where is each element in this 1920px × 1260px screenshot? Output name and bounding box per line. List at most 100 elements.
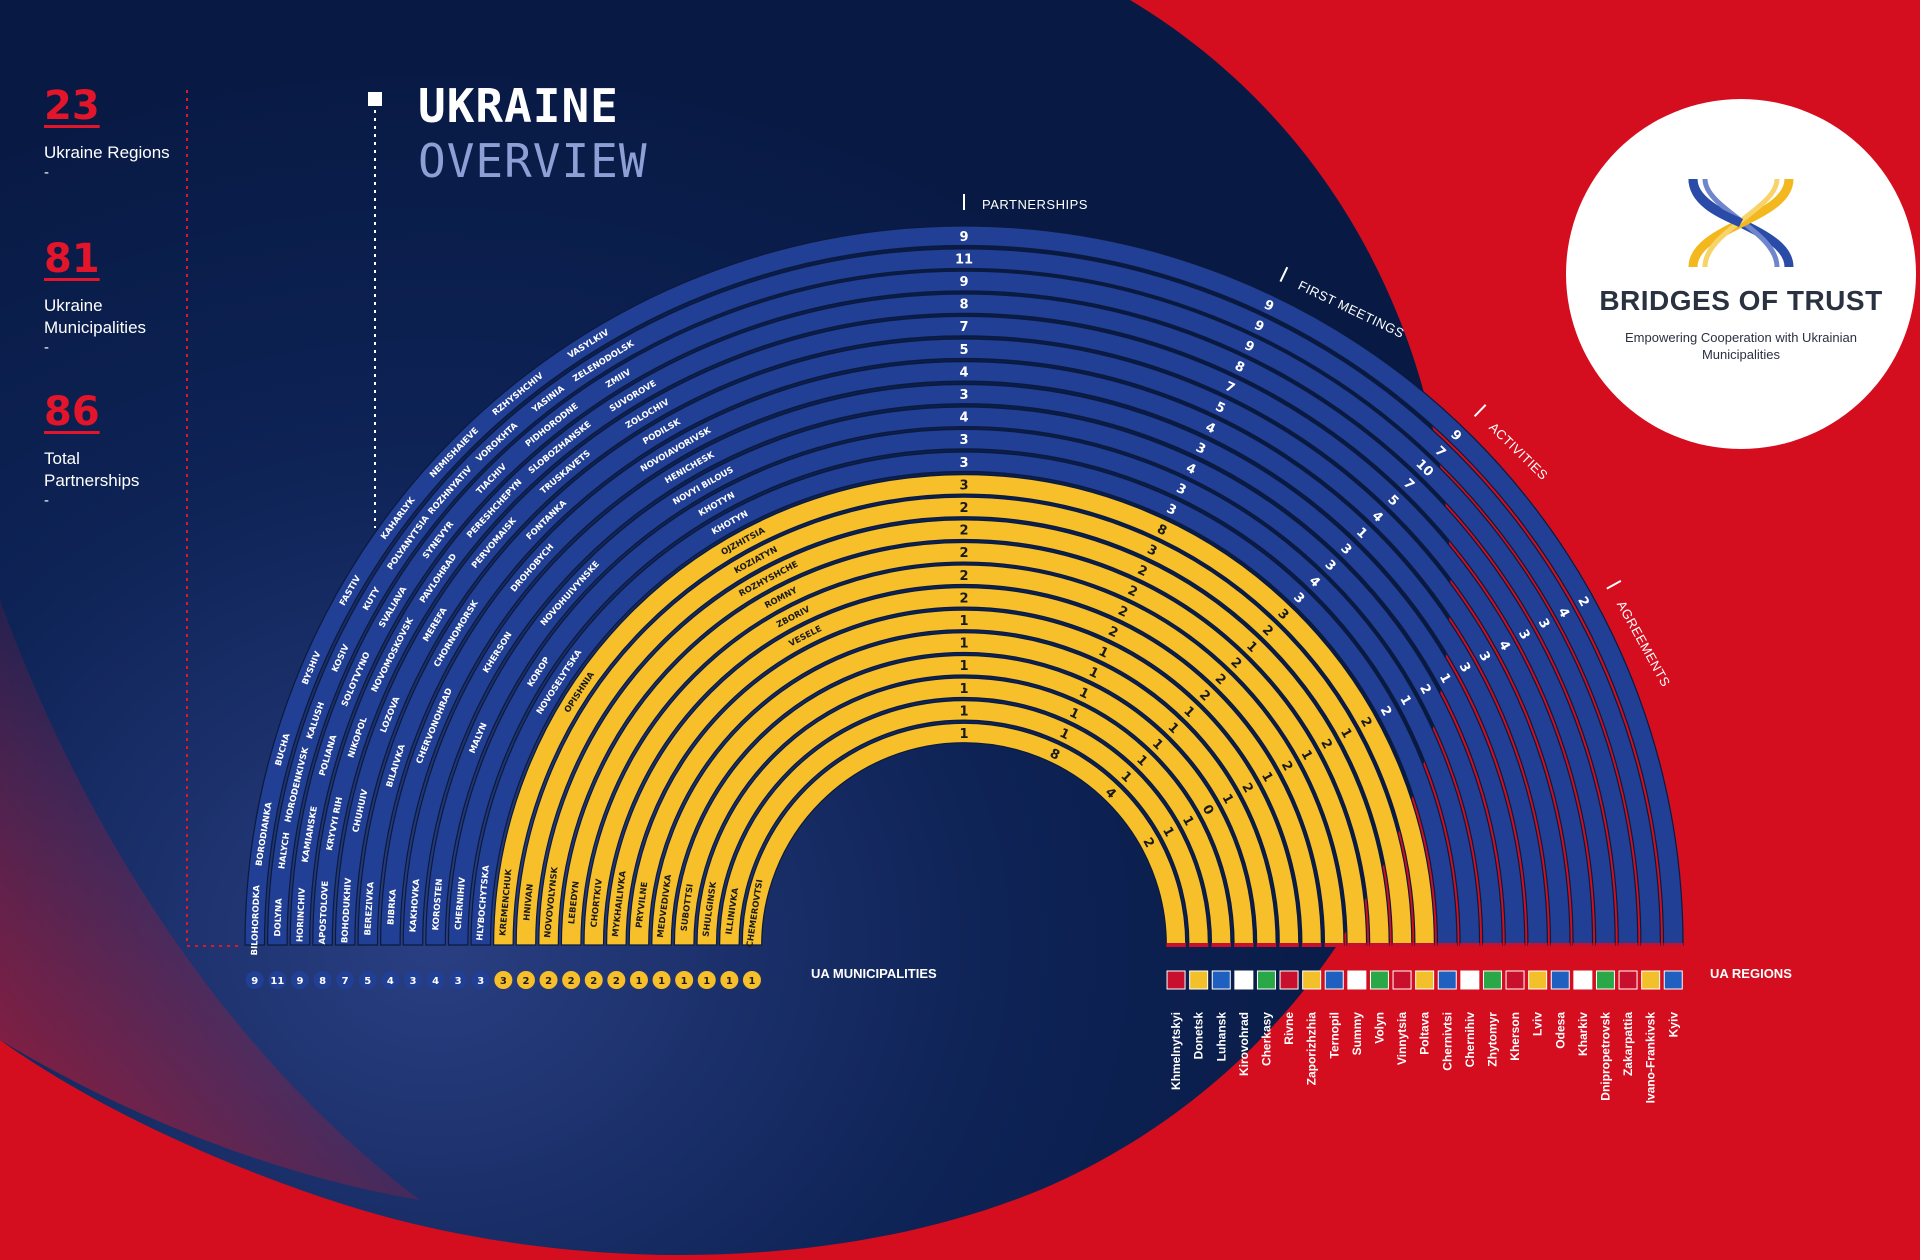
stat-regions-label: Ukraine Regions <box>44 143 170 162</box>
partnership-counter-dot <box>336 971 355 989</box>
region-label: Zaporizhzhia <box>1305 1012 1319 1086</box>
region-flag-icon <box>1189 970 1209 990</box>
value-label-partnerships: 7 <box>959 320 968 335</box>
column-header: PARTNERSHIPS <box>963 194 1087 212</box>
partnership-counter-label: 3 <box>477 976 484 987</box>
municipality-label: KOROSTEN <box>431 878 445 931</box>
bridges-of-trust-logo-icon <box>1688 178 1794 268</box>
municipality-label: BIBRKA <box>386 888 398 925</box>
navy-blob-shade <box>0 600 420 1200</box>
region-label: Chernivtsi <box>1440 1012 1454 1071</box>
municipality-label: CHERNIHIV <box>454 876 468 930</box>
region-flag-icon <box>1641 970 1661 990</box>
value-label-partnerships: 1 <box>959 704 968 719</box>
partnership-counter-dot <box>245 971 264 989</box>
region-label: Ivano-Frankivsk <box>1644 1012 1658 1104</box>
partnership-counter-label: 2 <box>522 976 529 987</box>
region-label: Kirovohrad <box>1237 1012 1251 1076</box>
ring-end-strip <box>1437 943 1457 947</box>
stat-partnerships: 86 Total Partnerships - <box>44 390 174 510</box>
region-label: Ternopil <box>1327 1012 1341 1058</box>
partnership-counter-label: 1 <box>726 976 733 987</box>
partnership-counter-dot <box>471 971 490 989</box>
value-label-partnerships: 3 <box>959 478 968 493</box>
value-label-partnerships: 9 <box>959 275 968 290</box>
region-label: Luhansk <box>1214 1012 1228 1062</box>
region-flag-icon <box>1347 970 1367 990</box>
partnership-counter-label: 4 <box>387 976 394 987</box>
municipality-label: DOLYNA <box>273 898 285 937</box>
value-label-partnerships: 3 <box>959 388 968 403</box>
municipality-label: HORINCHIV <box>295 887 307 942</box>
region-flag-icon <box>1505 970 1525 990</box>
region-label: Chernihiv <box>1463 1012 1477 1068</box>
partnership-counter-dot <box>742 971 761 989</box>
logo-badge: BRIDGES OF TRUST Empowering Cooperation … <box>1566 99 1916 449</box>
partnership-counter-label: 8 <box>319 976 326 987</box>
ring-end-strip <box>1595 943 1616 947</box>
value-label-partnerships: 3 <box>959 433 968 448</box>
value-label-partnerships: 3 <box>959 456 968 471</box>
region-label: Odesa <box>1553 1012 1567 1049</box>
value-label-partnerships: 1 <box>959 637 968 652</box>
stat-regions-dash: - <box>44 164 49 181</box>
partnership-counter-label: 2 <box>590 976 597 987</box>
region-flag-icon <box>1663 970 1683 990</box>
ring-end-strip <box>1663 943 1683 947</box>
region-flag-icon <box>1618 970 1638 990</box>
region-label: Zakarpattia <box>1621 1012 1635 1076</box>
page-title: UKRAINE OVERVIEW <box>418 78 648 188</box>
axis-label-regions: UA REGIONS <box>1710 966 1792 981</box>
partnership-counter-label: 3 <box>455 976 462 987</box>
region-label: Khmelnytskyi <box>1169 1012 1183 1090</box>
region-flag-icon <box>1369 970 1389 990</box>
ring-end-strip <box>1482 943 1503 947</box>
region-label: Donetsk <box>1192 1012 1206 1060</box>
ring-end-strip <box>1347 943 1367 947</box>
partnership-counter-dot <box>652 971 671 989</box>
region-flag-icon <box>1460 970 1480 990</box>
municipality-label: HNIVAN <box>522 883 536 921</box>
region-label: Poltava <box>1418 1012 1432 1055</box>
ring-end-strip <box>1256 943 1277 947</box>
partnership-counter-label: 9 <box>296 976 303 987</box>
municipality-label: BOHODUKHIV <box>340 877 354 943</box>
stat-partnerships-dash: - <box>44 492 49 509</box>
region-flag-icon <box>1302 970 1322 990</box>
ring-end-strip <box>1166 943 1186 947</box>
ring-end-strip <box>1324 943 1344 947</box>
title-main: UKRAINE <box>418 79 619 133</box>
stat-municipalities-value: 81 <box>44 236 100 282</box>
region-flag-icon <box>1256 970 1276 990</box>
ring-end-strip <box>1505 943 1525 947</box>
municipality-label: LEBEDYN <box>567 881 582 925</box>
region-flag-icon <box>1573 970 1593 990</box>
partnership-counter-label: 5 <box>364 976 371 987</box>
value-label-partnerships: 11 <box>955 252 973 267</box>
ring-end-strip <box>1618 943 1638 947</box>
region-flag-icon <box>1211 970 1231 990</box>
value-label-partnerships: 1 <box>959 659 968 674</box>
partnership-counter-dot <box>494 971 513 989</box>
region-flag-icon <box>1550 970 1570 990</box>
region-label: Cherkasy <box>1259 1012 1273 1066</box>
ring-end-strip <box>1188 943 1209 947</box>
partnership-counter-dot <box>562 971 581 989</box>
logo-tagline: Empowering Cooperation with Ukrainian Mu… <box>1625 330 1857 362</box>
stat-municipalities: 81 Ukraine Municipalities - <box>44 237 174 357</box>
value-label-partnerships: 8 <box>959 298 968 313</box>
region-label: Kherson <box>1508 1012 1522 1061</box>
partnership-counter-dot <box>584 971 603 989</box>
partnership-counter-dot <box>403 971 422 989</box>
stat-municipalities-label: Ukraine Municipalities <box>44 296 147 337</box>
region-flag-icon <box>1437 970 1457 990</box>
partnership-counter-label: 1 <box>635 976 642 987</box>
region-label: Vinnytsia <box>1395 1012 1409 1065</box>
ring-end-strip <box>1550 943 1570 947</box>
ring-end-strip <box>1640 943 1661 947</box>
stat-municipalities-dash: - <box>44 339 49 356</box>
partnership-counter-dot <box>629 971 648 989</box>
axis-label-municipalities: UA MUNICIPALITIES <box>811 966 937 981</box>
